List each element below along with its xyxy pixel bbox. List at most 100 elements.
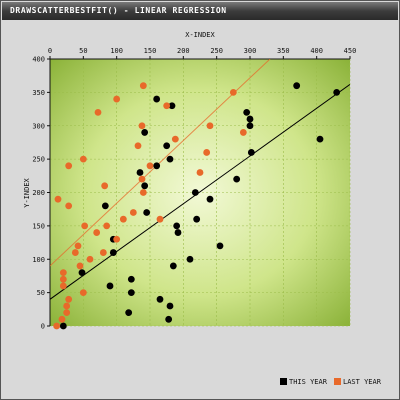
point-last-year xyxy=(54,195,62,203)
point-last-year xyxy=(71,249,79,256)
point-this-year xyxy=(246,122,254,130)
point-last-year xyxy=(134,142,142,150)
point-last-year xyxy=(93,229,101,236)
point-this-year xyxy=(78,269,86,276)
point-last-year xyxy=(156,215,164,223)
legend: THIS YEAR LAST YEAR xyxy=(280,378,382,386)
point-last-year xyxy=(59,282,67,290)
point-last-year xyxy=(171,135,179,143)
x-axis-label: X-INDEX xyxy=(185,31,215,39)
point-this-year xyxy=(206,195,214,203)
point-this-year xyxy=(191,189,199,196)
x-tick-label: 50 xyxy=(79,47,87,55)
point-this-year xyxy=(166,155,174,163)
point-last-year xyxy=(63,309,71,317)
point-this-year xyxy=(165,315,173,323)
y-tick-label: 200 xyxy=(32,189,45,197)
point-this-year xyxy=(106,282,114,290)
point-this-year xyxy=(163,142,171,150)
point-this-year xyxy=(141,182,149,190)
point-this-year xyxy=(127,275,135,283)
point-last-year xyxy=(146,162,154,170)
point-this-year xyxy=(333,88,341,96)
y-tick-label: 100 xyxy=(32,256,45,264)
point-this-year xyxy=(169,262,177,270)
point-this-year xyxy=(156,295,164,303)
point-last-year xyxy=(53,322,61,330)
point-this-year xyxy=(166,302,174,310)
x-tick-label: 100 xyxy=(110,47,123,55)
point-last-year xyxy=(239,129,247,136)
point-this-year xyxy=(243,109,251,116)
point-last-year xyxy=(79,155,87,163)
point-this-year xyxy=(186,255,194,263)
legend-swatch-last-year xyxy=(334,378,341,385)
point-last-year xyxy=(113,235,121,243)
x-tick-label: 150 xyxy=(144,47,157,55)
point-last-year xyxy=(129,209,137,216)
point-this-year xyxy=(293,82,301,90)
legend-swatch-this-year xyxy=(280,378,287,385)
y-tick-label: 350 xyxy=(32,89,45,97)
point-this-year xyxy=(125,309,133,317)
legend-label-last-year: LAST YEAR xyxy=(343,378,382,386)
point-this-year xyxy=(101,202,109,210)
point-last-year xyxy=(76,262,84,270)
point-this-year xyxy=(59,322,67,330)
y-axis-label: Y-INDEX xyxy=(23,177,31,207)
point-this-year xyxy=(168,102,176,110)
point-last-year xyxy=(59,269,67,276)
point-last-year xyxy=(163,102,171,110)
point-last-year xyxy=(79,289,87,297)
y-tick-label: 300 xyxy=(32,122,45,130)
axes: 0 50 100 150 200 250 300 350 400 450 0 50 100 150 200 2… xyxy=(32,47,356,331)
point-last-year xyxy=(139,82,147,90)
point-this-year xyxy=(109,249,117,256)
point-last-year xyxy=(65,202,73,210)
point-this-year xyxy=(127,289,135,297)
y-tick-label: 50 xyxy=(37,289,45,297)
point-last-year xyxy=(65,162,73,170)
chart-title: DRAWSCATTERBESTFIT() - LINEAR REGRESSION xyxy=(10,6,227,15)
point-last-year xyxy=(203,149,211,156)
point-last-year xyxy=(139,189,147,196)
point-last-year xyxy=(229,88,237,96)
x-tick-label: 250 xyxy=(210,47,223,55)
point-this-year xyxy=(247,149,255,156)
point-this-year xyxy=(141,129,149,136)
point-this-year xyxy=(153,95,161,103)
point-last-year xyxy=(94,109,102,116)
point-last-year xyxy=(103,222,111,230)
legend-label-this-year: THIS YEAR xyxy=(289,378,328,386)
point-last-year xyxy=(99,249,107,256)
point-last-year xyxy=(113,95,121,103)
y-tick-label: 150 xyxy=(32,222,45,230)
point-last-year xyxy=(119,215,127,223)
point-last-year xyxy=(138,122,146,130)
point-last-year xyxy=(63,302,71,310)
point-this-year xyxy=(143,209,151,216)
point-this-year xyxy=(193,215,201,223)
x-tick-label: 300 xyxy=(244,47,257,55)
title-bar: DRAWSCATTERBESTFIT() - LINEAR REGRESSION xyxy=(2,2,398,20)
point-this-year xyxy=(136,169,144,176)
x-tick-label: 400 xyxy=(310,47,323,55)
point-last-year xyxy=(86,255,94,263)
point-this-year xyxy=(316,135,324,143)
y-tick-label: 0 xyxy=(41,323,45,331)
point-last-year xyxy=(206,122,214,130)
point-last-year xyxy=(58,315,66,323)
y-tick-label: 400 xyxy=(32,56,45,64)
point-last-year xyxy=(65,295,73,303)
point-last-year xyxy=(81,222,89,230)
x-tick-label: 450 xyxy=(344,47,357,55)
x-tick-label: 0 xyxy=(48,47,52,55)
point-this-year xyxy=(246,115,254,123)
point-this-year xyxy=(216,242,224,250)
x-tick-label: 350 xyxy=(277,47,290,55)
best-fit-line-this-year xyxy=(50,83,350,300)
point-last-year xyxy=(74,242,82,250)
point-this-year xyxy=(233,175,241,183)
data-points xyxy=(53,82,341,330)
